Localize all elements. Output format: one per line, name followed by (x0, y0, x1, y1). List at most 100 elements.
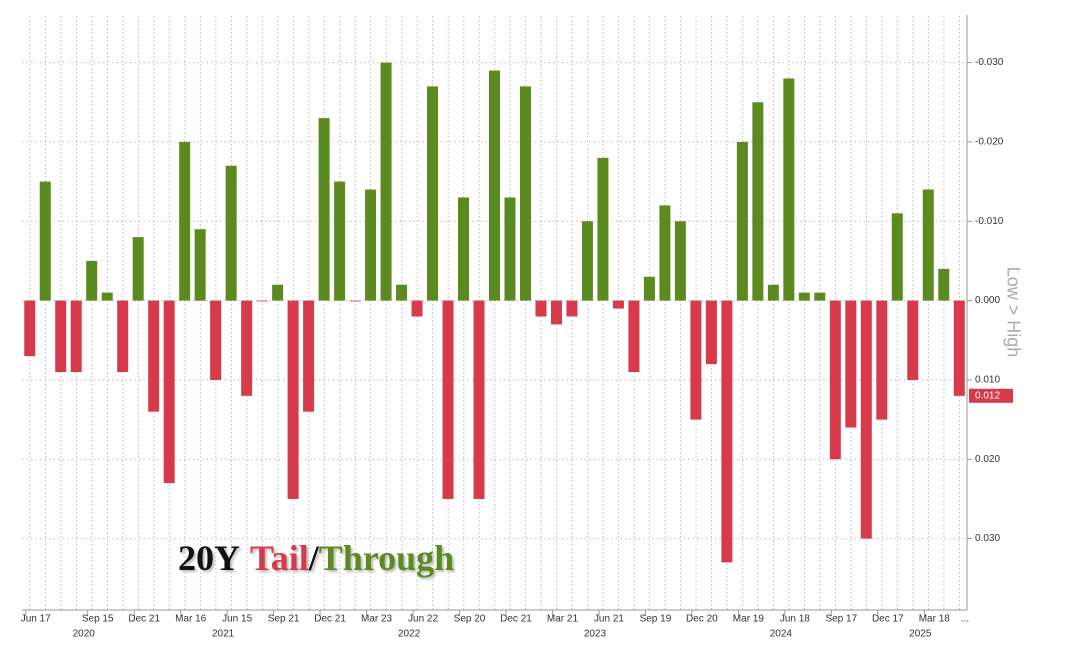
x-tick-label: Jun 17 (21, 614, 51, 625)
x-tick-label: Mar 19 (733, 614, 765, 625)
x-tick-label: Sep 19 (640, 614, 672, 625)
y-tick-label: 0.010 (975, 375, 1000, 386)
x-tick-label: Jun 15 (222, 614, 252, 625)
y-tick-label: 0.000 (975, 295, 1000, 306)
bar (489, 70, 500, 301)
bar (39, 181, 51, 301)
value-label-box (969, 388, 1013, 403)
bar (566, 300, 578, 317)
bar (752, 102, 764, 301)
y-tick-label: 0.020 (975, 454, 1000, 465)
bar (550, 300, 562, 325)
x-more-label: ... (961, 614, 969, 625)
bar (225, 165, 237, 301)
x-tick-label: Dec 21 (128, 614, 160, 625)
x-year-label: 2020 (73, 629, 96, 640)
bar (721, 300, 733, 563)
x-tick-label: Jun 18 (780, 614, 810, 625)
bar (705, 300, 717, 365)
annotation-part: 20Y (178, 538, 240, 578)
x-tick-label: Sep 21 (268, 614, 300, 625)
annotation-part: Through (319, 538, 454, 578)
bar (442, 300, 454, 499)
y-tick-label: -0.020 (975, 137, 1004, 148)
bar (767, 284, 779, 301)
bar (876, 300, 888, 420)
bar (907, 300, 919, 380)
bar (814, 292, 826, 301)
x-year-label: 2024 (770, 629, 793, 640)
bar (194, 229, 206, 301)
bar (891, 213, 903, 301)
bar (318, 118, 330, 301)
x-tick-label: Sep 15 (82, 614, 114, 625)
bar (163, 300, 175, 484)
x-year-label: 2023 (584, 629, 607, 640)
bar (365, 189, 377, 301)
bar (458, 197, 470, 301)
x-tick-label: Dec 21 (314, 614, 346, 625)
bar (581, 221, 593, 301)
x-year-label: 2025 (909, 629, 932, 640)
x-tick-label: Dec 21 (500, 614, 532, 625)
annotation: 20Y Tail/Through (178, 538, 454, 578)
bar (938, 268, 950, 301)
bar (396, 284, 408, 301)
bar (473, 300, 485, 499)
x-tick-label: Dec 17 (872, 614, 904, 625)
bar (643, 276, 655, 301)
y-tick-label: 0.030 (975, 533, 1000, 544)
bar (612, 300, 624, 309)
bar (628, 300, 640, 372)
bar (504, 197, 516, 301)
bar (860, 300, 872, 539)
bar (798, 292, 810, 301)
annotation-part: Tail (250, 538, 309, 578)
x-year-label: 2021 (212, 629, 235, 640)
bar (117, 300, 129, 372)
bar (272, 284, 284, 301)
x-tick-label: Mar 16 (175, 614, 207, 625)
bar (659, 205, 671, 301)
y-tick-label: -0.010 (975, 216, 1004, 227)
bar (953, 300, 965, 396)
bar (535, 300, 547, 317)
bar (922, 189, 934, 301)
bar (829, 300, 841, 460)
x-tick-label: Dec 20 (686, 614, 718, 625)
bar (24, 300, 36, 357)
bar (287, 300, 299, 499)
bar (148, 300, 160, 412)
y-axis-label: Low > High (1003, 267, 1023, 358)
bar (132, 237, 144, 301)
x-tick-label: Mar 23 (361, 614, 393, 625)
y-tick-label: -0.030 (975, 57, 1004, 68)
annotation-part: / (308, 538, 320, 578)
bar (349, 300, 361, 302)
bar (674, 221, 686, 301)
x-tick-label: Jun 22 (408, 614, 438, 625)
bar (179, 141, 191, 301)
bar (845, 300, 857, 428)
bar (597, 157, 609, 301)
bar (519, 86, 531, 301)
x-tick-label: Sep 17 (825, 614, 857, 625)
bar (736, 141, 748, 301)
x-year-label: 2022 (398, 629, 421, 640)
x-tick-label: Mar 21 (547, 614, 579, 625)
x-tick-label: Jun 21 (594, 614, 624, 625)
bar (256, 300, 268, 302)
bar (210, 300, 222, 380)
bar (783, 78, 795, 301)
bar (86, 260, 98, 301)
bar (70, 300, 82, 372)
x-tick-label: Mar 18 (919, 614, 951, 625)
bar (241, 300, 253, 396)
bar (380, 62, 392, 301)
bar (427, 86, 439, 301)
bar (101, 292, 113, 301)
bar (55, 300, 67, 372)
bar (303, 300, 315, 412)
bar (334, 181, 346, 301)
